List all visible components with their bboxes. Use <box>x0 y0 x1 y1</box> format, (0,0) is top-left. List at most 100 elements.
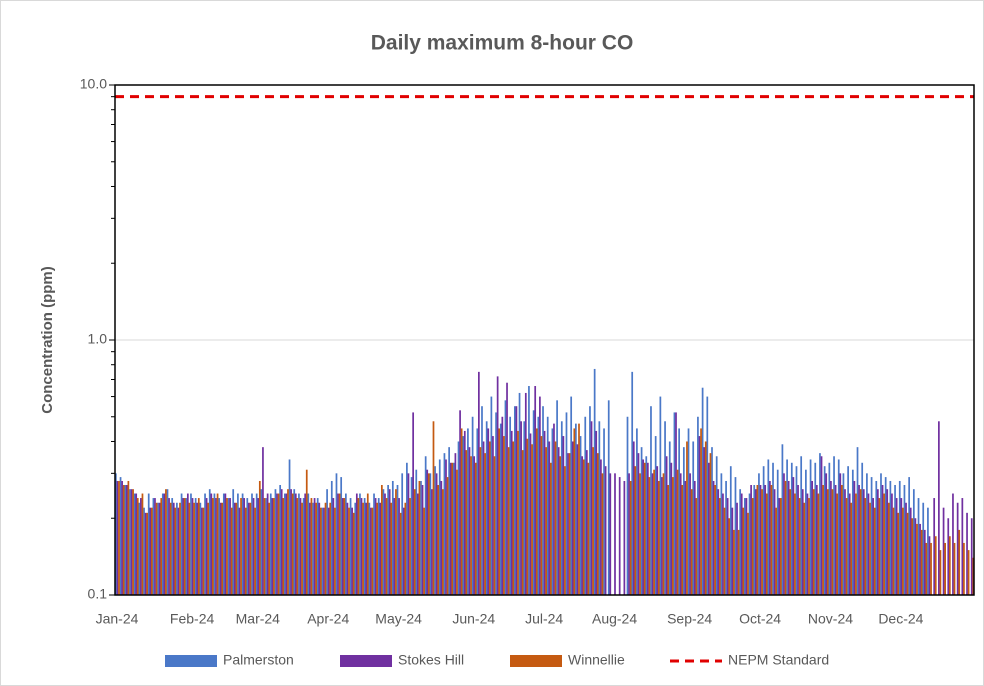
bar <box>690 489 693 595</box>
bar <box>290 489 292 595</box>
bar <box>492 436 494 595</box>
bar <box>260 489 263 595</box>
bar <box>186 493 189 595</box>
bar <box>548 441 551 595</box>
bar <box>501 416 504 595</box>
bar <box>540 436 543 595</box>
bar <box>595 430 598 595</box>
bar <box>496 376 499 595</box>
bar <box>648 477 651 595</box>
bar <box>920 529 923 595</box>
bar <box>512 441 515 595</box>
bar <box>797 485 799 595</box>
bar <box>219 502 222 595</box>
bar <box>149 507 152 595</box>
bar <box>291 493 294 595</box>
bar <box>776 469 779 595</box>
bar <box>160 498 163 595</box>
bar <box>366 493 369 595</box>
bar <box>449 462 452 595</box>
bar <box>404 502 407 595</box>
bar <box>845 498 848 595</box>
bar <box>659 396 662 595</box>
bar <box>665 456 668 595</box>
bar <box>202 507 205 595</box>
bar <box>756 485 759 595</box>
bar <box>204 493 206 595</box>
bar <box>420 480 422 595</box>
bar <box>349 498 352 595</box>
bar <box>140 498 142 595</box>
bar <box>956 502 959 595</box>
bar <box>307 493 310 595</box>
bar <box>247 502 250 595</box>
bar <box>273 498 275 595</box>
bar <box>490 396 493 595</box>
bar <box>235 502 238 595</box>
bar <box>351 507 353 595</box>
bar <box>196 502 199 595</box>
x-tick-label: Mar-24 <box>236 611 281 627</box>
bar <box>553 423 555 595</box>
bar <box>288 459 291 595</box>
bar <box>191 498 194 595</box>
bar <box>323 507 325 595</box>
bar <box>673 412 676 595</box>
bar <box>862 489 865 595</box>
bar <box>518 392 521 595</box>
bar <box>684 480 687 595</box>
bar <box>693 480 696 595</box>
bar <box>452 462 455 595</box>
bar <box>542 406 544 595</box>
bar <box>817 493 820 595</box>
bar <box>930 542 932 595</box>
bar <box>881 485 884 595</box>
bar <box>820 456 823 595</box>
bar <box>701 387 704 595</box>
bar <box>348 507 350 595</box>
bar <box>789 489 792 595</box>
legend-label: NEPM Standard <box>728 652 829 668</box>
bar <box>636 428 638 595</box>
bar <box>229 498 231 595</box>
bar <box>299 498 302 595</box>
bar <box>279 485 282 595</box>
bar <box>546 416 549 595</box>
bar <box>177 507 180 595</box>
bar <box>424 456 427 595</box>
bar <box>407 473 410 595</box>
bar <box>861 462 864 595</box>
bar <box>554 441 557 595</box>
bar <box>798 498 801 595</box>
bar <box>129 489 131 595</box>
bar <box>681 485 684 595</box>
bar <box>714 485 716 595</box>
bar <box>521 450 524 595</box>
bar <box>335 473 338 595</box>
bar <box>711 447 713 595</box>
bar <box>115 473 117 595</box>
bar <box>410 477 413 595</box>
bar <box>201 507 203 595</box>
bar <box>745 498 748 595</box>
bar <box>265 498 267 595</box>
bar <box>743 498 746 595</box>
bar <box>241 493 244 595</box>
bar <box>593 368 596 595</box>
bar <box>747 512 749 595</box>
bar <box>689 473 691 595</box>
bar <box>894 485 896 595</box>
bar <box>639 473 641 595</box>
bar <box>753 485 756 595</box>
bar <box>708 462 710 595</box>
bar <box>729 466 732 595</box>
bar <box>529 433 532 595</box>
bar <box>670 462 673 595</box>
bar <box>654 436 657 595</box>
bar <box>509 416 512 595</box>
bar <box>811 480 813 595</box>
bar <box>822 485 824 595</box>
bar <box>952 493 954 595</box>
bar <box>334 507 336 595</box>
bar <box>359 493 361 595</box>
